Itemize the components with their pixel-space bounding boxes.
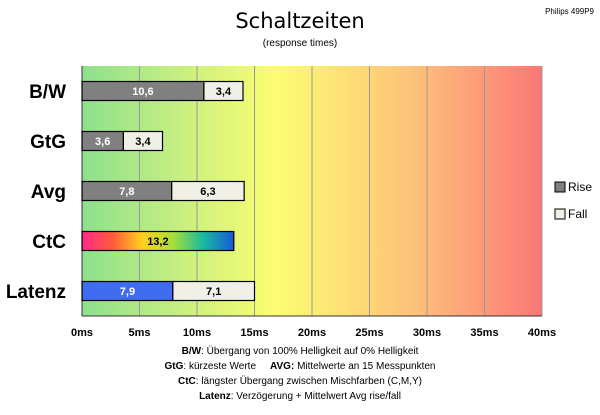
x-axis-tick-labels: 0ms 5ms 10ms 15ms 20ms 25ms 30ms 35ms 40ms [71, 327, 556, 339]
category-label: GtG [30, 132, 66, 153]
note-line-latenz: Latenz: Verzögerung + Mittelwert Avg ris… [199, 391, 401, 402]
category-labels: B/W GtG Avg CtC Latenz [6, 82, 66, 303]
legend-label-fall: Fall [568, 207, 587, 221]
legend: Rise Fall [554, 180, 592, 221]
bar-label-rise: 3,6 [95, 136, 110, 148]
bar-label-rise: 7,8 [119, 186, 134, 198]
x-tick-label: 5ms [128, 327, 150, 339]
x-tick-label: 15ms [240, 327, 268, 339]
legend-swatch-rise [554, 181, 566, 193]
bar-label-fall: 3,4 [135, 136, 151, 148]
category-label: B/W [29, 82, 66, 103]
chart-subtitle: (response times) [263, 38, 337, 49]
x-tick-label: 20ms [298, 327, 326, 339]
bar-label-fall: 3,4 [216, 86, 232, 98]
x-tick-label: 0ms [71, 327, 93, 339]
bar-fall [122, 130, 164, 152]
note-line-bw: B/W: Übergang von 100% Helligkeit auf 0%… [182, 345, 419, 357]
bar-fall [171, 180, 245, 202]
model-label: Philips 499P9 [545, 7, 594, 16]
chart-title: Schaltzeiten [235, 9, 364, 33]
bar-fall [172, 280, 256, 302]
category-label: CtC [32, 232, 66, 253]
bar-group: 10,6 3,4 3,6 3,4 7,8 6,3 13,2 7,9 7,1 [81, 80, 256, 302]
bar-rise [81, 230, 235, 252]
x-tick-label: 10ms [183, 327, 211, 339]
bar-fall [203, 80, 244, 102]
legend-swatch-fall [554, 208, 566, 220]
bar-label-rise: 10,6 [132, 86, 153, 98]
legend-label-rise: Rise [568, 180, 592, 194]
category-label: Avg [31, 182, 66, 203]
x-tick-label: 35ms [470, 327, 498, 339]
note-line-ctc: CtC: längster Übergang zwischen Mischfar… [178, 375, 422, 387]
note-line-gtg-avg: GtG: kürzeste Werte AVG: Mittelwerte an 1… [165, 361, 436, 372]
bar-label-fall: 6,3 [200, 186, 215, 198]
bar-label-rise: 13,2 [147, 236, 168, 248]
x-tick-label: 30ms [413, 327, 441, 339]
bar-label-fall: 7,1 [206, 286, 221, 298]
bar-label-rise: 7,9 [120, 286, 135, 298]
category-label: Latenz [6, 282, 66, 303]
x-tick-label: 40ms [528, 327, 556, 339]
x-tick-label: 25ms [355, 327, 383, 339]
notes: B/W: Übergang von 100% Helligkeit auf 0%… [165, 345, 436, 402]
